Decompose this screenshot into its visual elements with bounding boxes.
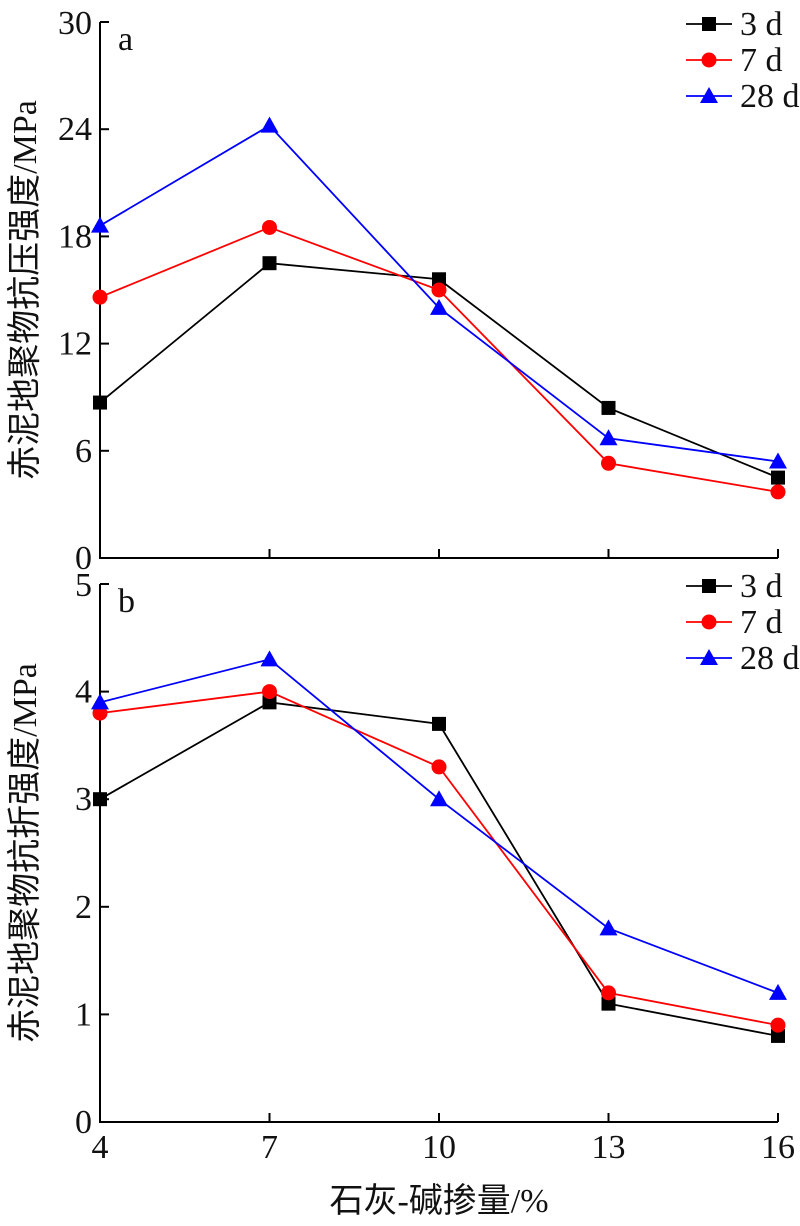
data-point: [432, 272, 446, 287]
series-line: [99, 658, 779, 994]
data-point: [771, 1028, 785, 1043]
data-point: [260, 650, 279, 667]
x-axis-label: 石灰-碱掺量/%: [329, 1182, 548, 1220]
y-tick-label: 5: [75, 567, 92, 604]
y-tick-label: 24: [58, 111, 92, 148]
data-point: [601, 985, 616, 1001]
series-line: [99, 226, 779, 493]
data-point: [431, 282, 447, 298]
data-point: [770, 1017, 786, 1033]
x-tick-label: 16: [761, 1129, 795, 1166]
panel-label: a: [118, 21, 133, 58]
data-point: [769, 983, 787, 1000]
data-point: [599, 429, 618, 446]
y-tick-label: 3: [75, 781, 92, 818]
data-point: [262, 219, 277, 235]
x-tick-label: 4: [92, 1129, 109, 1166]
panel-label: b: [118, 583, 135, 620]
data-point: [93, 792, 107, 807]
data-point: [430, 298, 448, 315]
data-point: [770, 484, 786, 500]
data-point: [430, 790, 448, 807]
legend-marker: [702, 579, 716, 593]
data-point: [601, 996, 616, 1011]
y-tick-label: 6: [75, 433, 92, 470]
x-tick-label: 10: [422, 1129, 456, 1166]
y-tick-label: 12: [58, 326, 92, 363]
legend-label: 7 d: [740, 42, 783, 79]
data-point: [91, 216, 109, 233]
legend-label: 3 d: [740, 6, 783, 43]
series-line: [99, 701, 779, 1037]
y-tick-label: 0: [75, 1104, 92, 1141]
panel-a: 0 6 12 18 24 30 赤泥地聚物抗压强度/MPa a 3 d7 d28 d: [6, 5, 800, 577]
legend-label: 28 d: [740, 78, 800, 115]
data-point: [431, 759, 447, 775]
data-point: [262, 684, 277, 700]
data-point: [432, 716, 446, 731]
data-point: [771, 470, 785, 485]
data-point: [601, 455, 616, 471]
legend-marker: [700, 87, 718, 103]
y-axis-label: 赤泥地聚物抗压强度/MPa: [6, 100, 44, 480]
legend-marker: [702, 17, 716, 31]
y-tick-label: 4: [75, 674, 92, 711]
legend-marker: [701, 52, 717, 68]
y-tick-label: 2: [75, 889, 92, 926]
x-tick-label: 13: [592, 1129, 626, 1166]
legend-label: 3 d: [740, 568, 783, 605]
data-point: [599, 919, 618, 936]
y-tick-label: 30: [58, 5, 92, 42]
data-point: [91, 693, 109, 710]
legend-marker: [701, 614, 717, 630]
data-point: [769, 452, 787, 469]
data-point: [92, 289, 108, 305]
data-point: [92, 705, 108, 721]
legend-label: 7 d: [740, 604, 783, 641]
data-point: [262, 256, 277, 271]
shared-x-axis: 4 7 10 13 16 石灰-碱掺量/%: [92, 1129, 796, 1220]
legend-label: 28 d: [740, 640, 800, 677]
y-tick-label: 0: [75, 540, 92, 577]
data-point: [601, 400, 616, 415]
data-point: [260, 116, 279, 133]
data-point: [93, 395, 107, 410]
y-tick-label: 1: [75, 996, 92, 1033]
y-axis-label: 赤泥地聚物抗折强度/MPa: [6, 663, 44, 1043]
data-point: [262, 695, 277, 710]
legend-marker: [700, 649, 718, 665]
panel-b: 0 1 2 3 4 5 赤泥地聚物抗折强度/MPa b 3 d7 d28 d: [6, 567, 800, 1141]
x-tick-label: 7: [261, 1129, 278, 1166]
y-tick-label: 18: [58, 218, 92, 255]
